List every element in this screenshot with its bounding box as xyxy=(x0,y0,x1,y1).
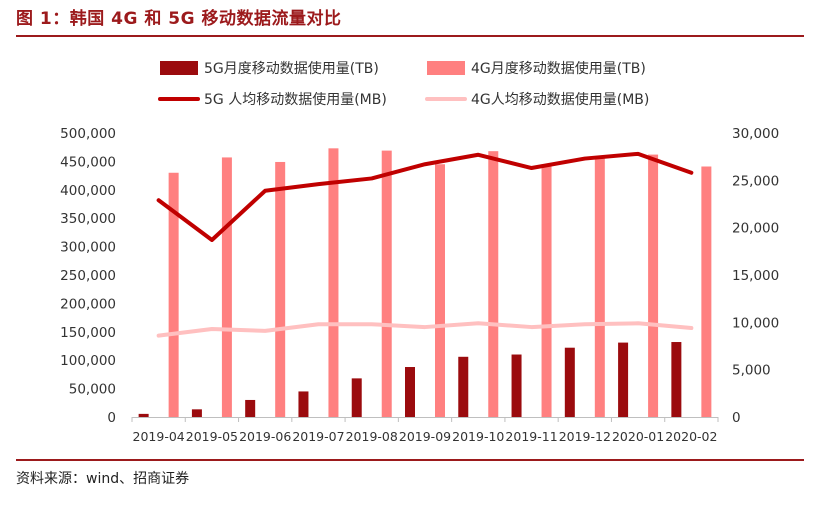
4g-monthly-bar xyxy=(275,161,286,417)
figure-title: 图 1：韩国 4G 和 5G 移动数据流量对比 xyxy=(16,9,342,29)
x-tick-label: 2019-07 xyxy=(292,429,344,444)
left-tick-label: 50,000 xyxy=(69,382,116,398)
5g-monthly-bar xyxy=(138,413,149,417)
left-axis: 0 50,000 100,000 150,000 200,000 250,000 300,0… xyxy=(60,126,116,426)
right-tick-label: 10,000 xyxy=(732,315,779,331)
x-tick-label: 2019-09 xyxy=(399,429,451,444)
left-tick-label: 450,000 xyxy=(60,154,116,170)
legend-4g-monthly-label: 4G月度移动数据使用量(TB) xyxy=(471,60,646,77)
right-tick-label: 20,000 xyxy=(732,221,779,237)
legend-5g-monthly-label: 5G月度移动数据使用量(TB) xyxy=(204,60,379,77)
4g-monthly-bar xyxy=(381,150,392,417)
5g-per-capita-line xyxy=(156,151,694,242)
top-rule xyxy=(16,35,804,37)
5g-monthly-bar xyxy=(511,354,522,417)
legend-5g-monthly-swatch xyxy=(160,61,198,75)
line-series xyxy=(156,151,694,338)
4g-monthly-bar xyxy=(594,158,605,417)
x-tick-label: 2019-10 xyxy=(452,429,504,444)
x-tick-label: 2019-04 xyxy=(133,429,185,444)
5g-monthly-bar xyxy=(191,409,202,417)
legend-4g-per-capita-label: 4G人均移动数据使用量(MB) xyxy=(471,91,649,108)
left-tick-label: 500,000 xyxy=(60,126,116,142)
legend-5g-per-capita-label: 5G 人均移动数据使用量(MB) xyxy=(204,91,387,108)
bottom-rule xyxy=(16,459,804,461)
x-tick-label: 2019-11 xyxy=(505,429,557,444)
legend: 5G月度移动数据使用量(TB) 4G月度移动数据使用量(TB) 5G 人均移动数据使… xyxy=(158,60,649,108)
source-note: 资料来源：wind、招商证券 xyxy=(16,471,190,487)
left-tick-label: 150,000 xyxy=(60,325,116,341)
5g-monthly-bar xyxy=(245,399,256,417)
x-axis: 2019-04 2019-05 2019-06 2019-07 2019-08 2019-… xyxy=(131,417,719,444)
left-tick-label: 300,000 xyxy=(60,240,116,256)
5g-monthly-bar xyxy=(458,356,469,417)
right-tick-label: 5,000 xyxy=(732,363,771,379)
right-tick-label: 15,000 xyxy=(732,268,779,284)
left-tick-label: 350,000 xyxy=(60,211,116,227)
x-tick-label: 2019-06 xyxy=(239,429,291,444)
5g-monthly-bar xyxy=(298,391,309,417)
left-tick-label: 250,000 xyxy=(60,268,116,284)
x-tick-label: 2019-12 xyxy=(559,429,611,444)
x-tick-label: 2019-05 xyxy=(186,429,238,444)
bar-series xyxy=(138,148,712,418)
4g-monthly-bar xyxy=(435,164,445,417)
right-axis: 0 5,000 10,000 15,000 20,000 25,000 30,000 xyxy=(732,126,779,426)
4g-monthly-bar xyxy=(701,166,712,417)
left-tick-label: 100,000 xyxy=(60,353,116,369)
4g-monthly-bar xyxy=(541,164,552,417)
4g-monthly-bar xyxy=(488,151,499,417)
x-tick-label: 2019-08 xyxy=(346,429,398,444)
4g-monthly-bar xyxy=(168,172,179,417)
5g-monthly-bar xyxy=(671,342,682,417)
left-tick-label: 0 xyxy=(107,410,116,426)
left-tick-label: 200,000 xyxy=(60,296,116,312)
left-tick-label: 400,000 xyxy=(60,183,116,199)
right-tick-label: 30,000 xyxy=(732,126,779,142)
x-tick-label: 2020-01 xyxy=(612,429,664,444)
right-tick-label: 25,000 xyxy=(732,173,779,189)
chart: 5G月度移动数据使用量(TB) 4G月度移动数据使用量(TB) 5G 人均移动数据使… xyxy=(60,60,779,444)
x-tick-label: 2020-02 xyxy=(665,429,717,444)
4g-monthly-bar xyxy=(328,148,339,417)
4g-monthly-bar xyxy=(648,154,659,418)
5g-monthly-bar xyxy=(405,367,415,417)
legend-4g-monthly-swatch xyxy=(427,61,465,75)
5g-monthly-bar xyxy=(564,347,575,417)
5g-monthly-bar xyxy=(618,342,629,417)
4g-monthly-bar xyxy=(221,157,232,417)
5g-monthly-bar xyxy=(351,378,362,417)
4g-per-capita-line xyxy=(156,321,694,338)
right-tick-label: 0 xyxy=(732,410,741,426)
